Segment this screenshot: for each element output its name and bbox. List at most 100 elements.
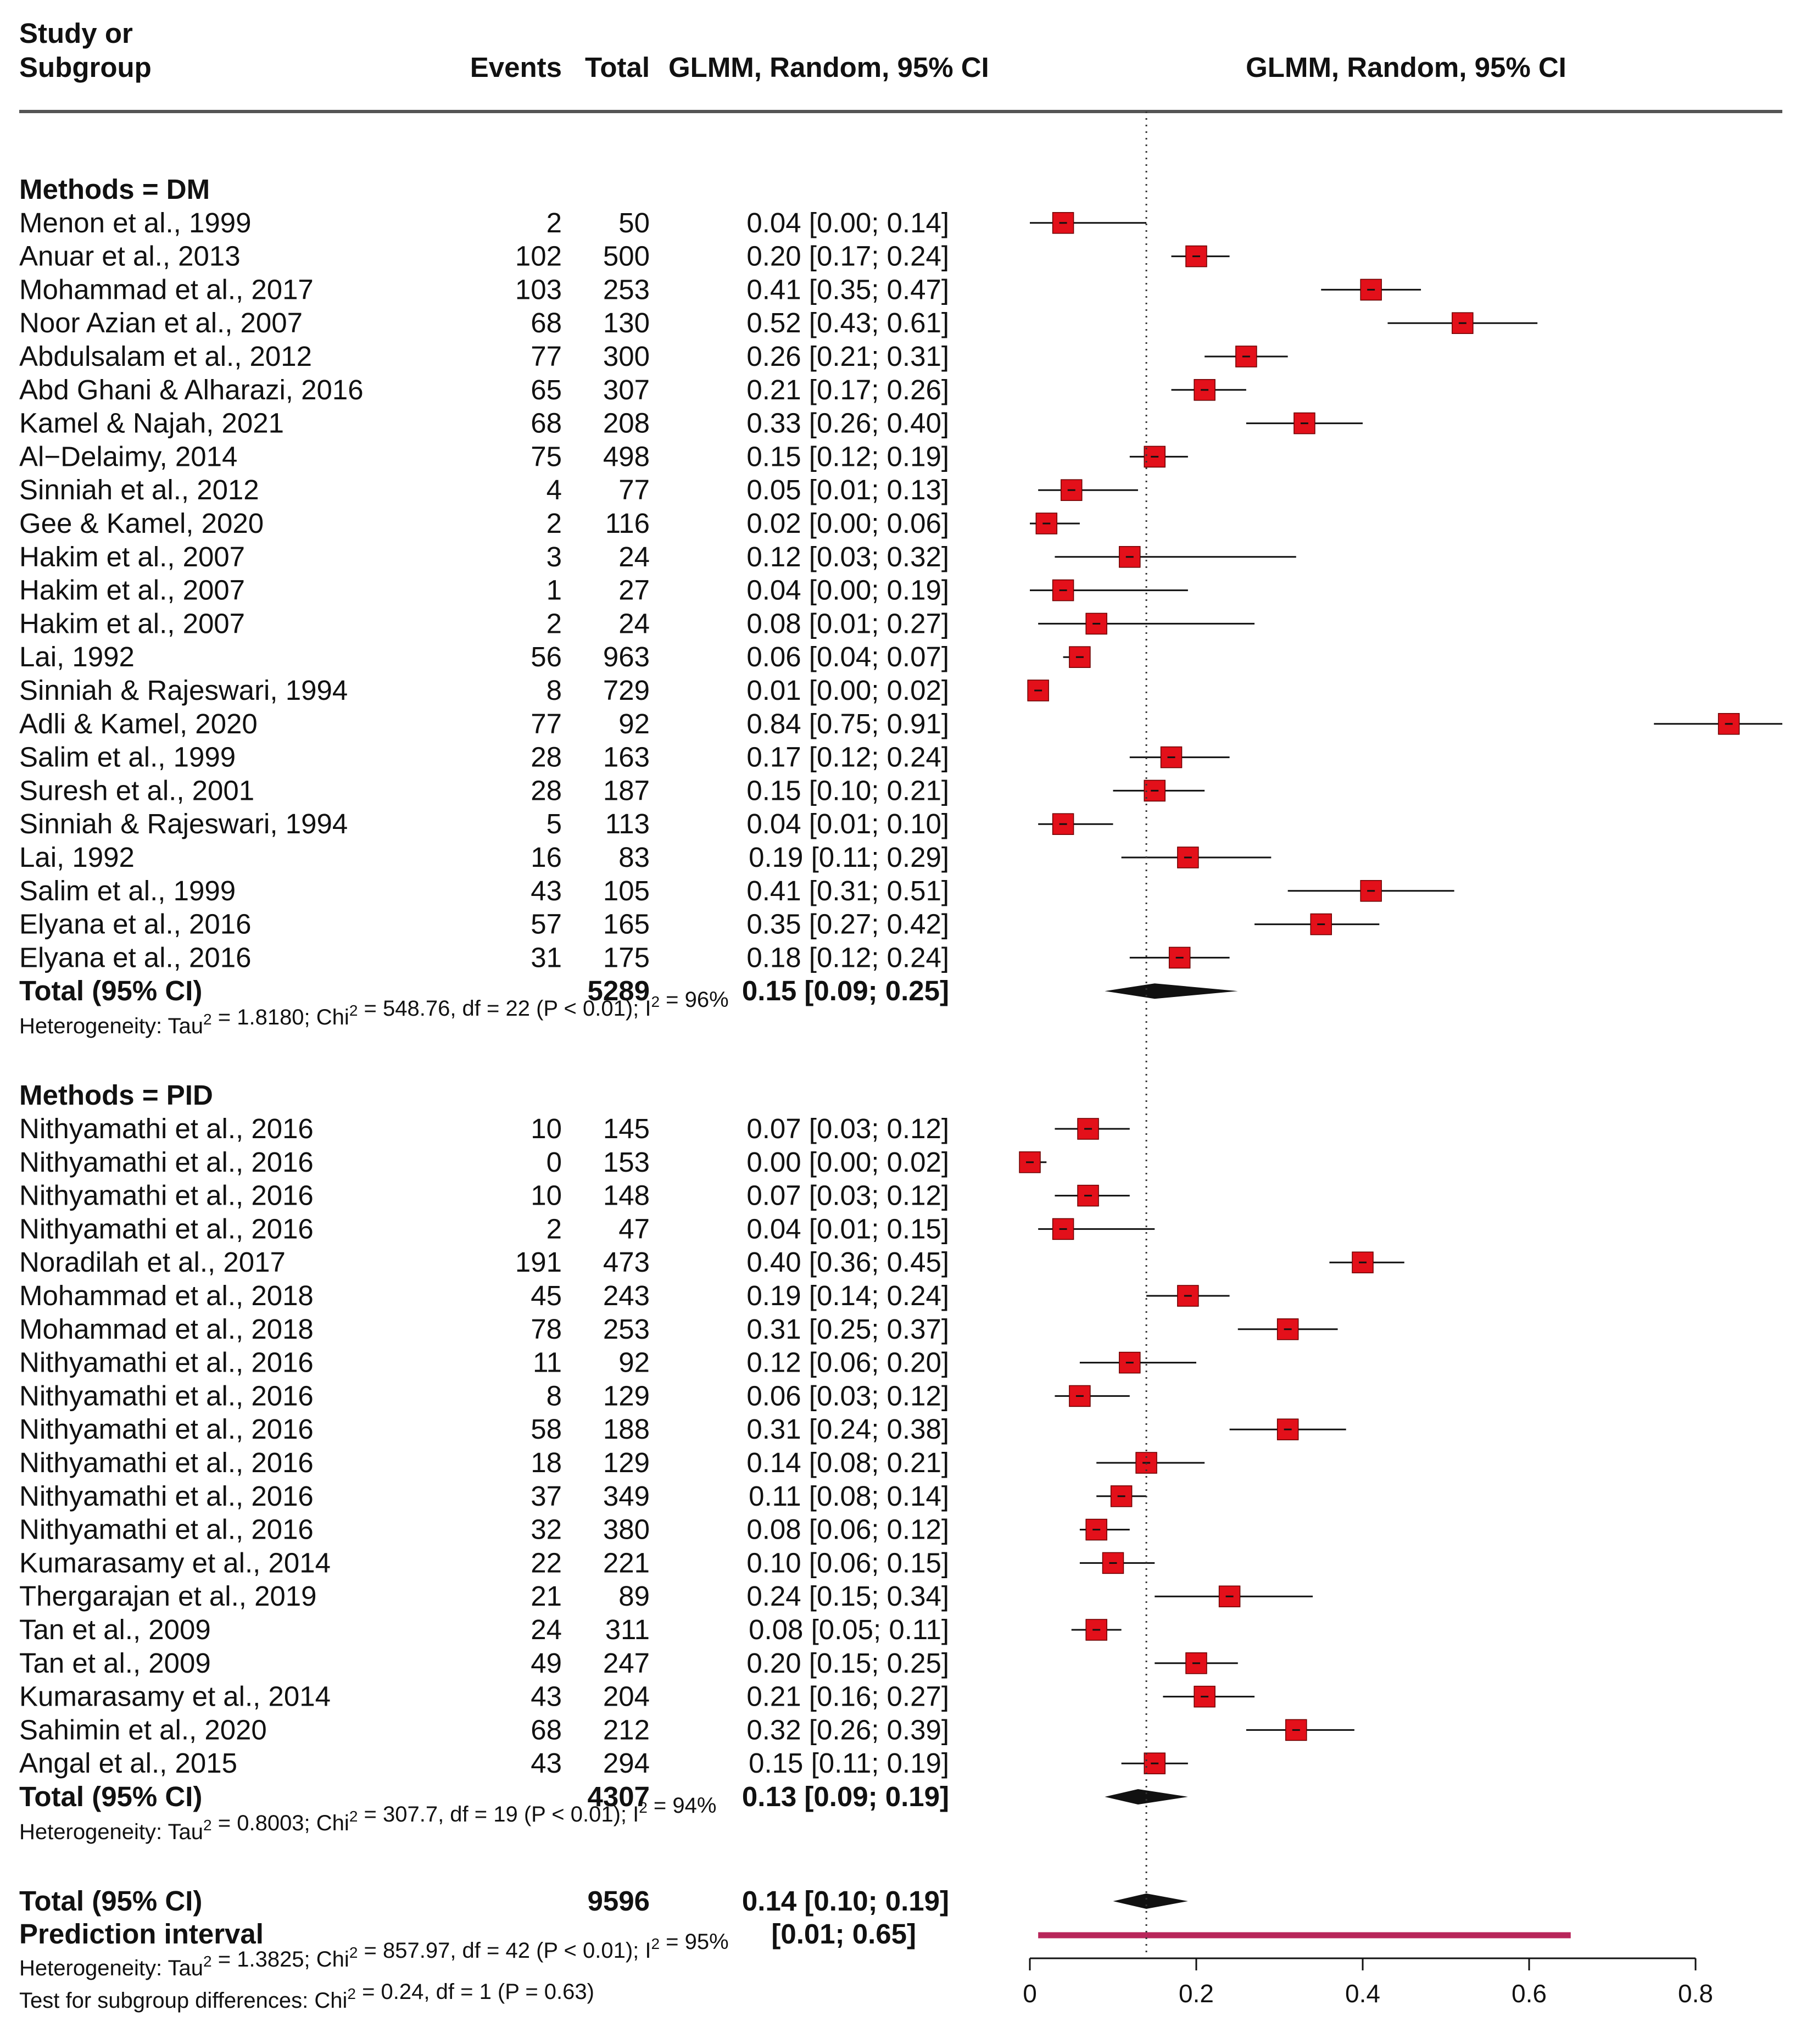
ci-value: 0.17 [0.12; 0.24] bbox=[746, 742, 949, 773]
subgroup-title: Methods = PID bbox=[19, 1079, 213, 1111]
header-plot-column: GLMM, Random, 95% CI bbox=[1246, 52, 1566, 83]
ci-value: 0.26 [0.21; 0.31] bbox=[746, 341, 949, 372]
study-name: Anuar et al., 2013 bbox=[19, 241, 241, 272]
study-name: Sinniah & Rajeswari, 1994 bbox=[19, 675, 348, 706]
events-value: 191 bbox=[515, 1246, 562, 1278]
study-name: Sinniah et al., 2012 bbox=[19, 474, 259, 505]
events-value: 58 bbox=[531, 1413, 562, 1445]
total-value: 247 bbox=[603, 1647, 650, 1679]
table-row: Elyana et al., 2016 31 175 0.18 [0.12; 0.24… bbox=[19, 942, 949, 973]
table-row: Mohammad et al., 2018 78 253 0.31 [0.25; 0.… bbox=[19, 1313, 949, 1345]
events-value: 22 bbox=[531, 1547, 562, 1578]
events-value: 10 bbox=[531, 1113, 562, 1144]
study-name: Elyana et al., 2016 bbox=[19, 942, 251, 973]
table-row: Abdulsalam et al., 2012 77 300 0.26 [0.21; … bbox=[19, 341, 949, 372]
table-row: Sinniah et al., 2012 4 77 0.05 [0.01; 0.13] bbox=[19, 474, 949, 505]
ci-value: 0.41 [0.31; 0.51] bbox=[746, 875, 949, 906]
table-row: Adli & Kamel, 2020 77 92 0.84 [0.75; 0.91] bbox=[19, 708, 949, 739]
total-value: 963 bbox=[603, 641, 650, 672]
ci-value: 0.06 [0.03; 0.12] bbox=[746, 1380, 949, 1411]
subgroup-total-n: 5289 bbox=[588, 975, 650, 1006]
study-name: Noradilah et al., 2017 bbox=[19, 1246, 286, 1278]
total-value: 24 bbox=[618, 608, 650, 639]
study-name: Nithyamathi et al., 2016 bbox=[19, 1514, 314, 1545]
study-name: Lai, 1992 bbox=[19, 641, 135, 672]
ci-value: 0.24 [0.15; 0.34] bbox=[746, 1580, 949, 1612]
study-name: Nithyamathi et al., 2016 bbox=[19, 1180, 314, 1211]
study-name: Adli & Kamel, 2020 bbox=[19, 708, 258, 739]
table-row: Lai, 1992 56 963 0.06 [0.04; 0.07] bbox=[19, 641, 949, 672]
study-estimate-square bbox=[1061, 479, 1083, 501]
study-name: Nithyamathi et al., 2016 bbox=[19, 1447, 314, 1478]
study-name: Sinniah & Rajeswari, 1994 bbox=[19, 808, 348, 839]
table-row: Kumarasamy et al., 2014 43 204 0.21 [0.16; … bbox=[19, 1681, 949, 1712]
total-value: 498 bbox=[603, 441, 650, 472]
ci-value: 0.32 [0.26; 0.39] bbox=[746, 1714, 949, 1745]
study-name: Lai, 1992 bbox=[19, 842, 135, 873]
subgroup-diamond bbox=[1105, 983, 1238, 999]
table-row: Nithyamathi et al., 2016 10 145 0.07 [0.03;… bbox=[19, 1113, 949, 1144]
ci-value: 0.08 [0.05; 0.11] bbox=[749, 1614, 949, 1645]
total-value: 187 bbox=[603, 775, 650, 806]
study-estimate-square bbox=[1360, 880, 1382, 902]
subgroup-difference-test: Test for subgroup differences: Chi2 = 0.… bbox=[19, 1980, 594, 2013]
study-estimate-square bbox=[1276, 1418, 1299, 1440]
events-value: 18 bbox=[531, 1447, 562, 1478]
x-axis-tick-label: 0.8 bbox=[1678, 1979, 1713, 2008]
study-name: Hakim et al., 2007 bbox=[19, 608, 245, 639]
events-value: 2 bbox=[547, 1213, 562, 1244]
total-value: 145 bbox=[603, 1113, 650, 1144]
total-value: 500 bbox=[603, 241, 650, 272]
table-row: Salim et al., 1999 28 163 0.17 [0.12; 0.24] bbox=[19, 742, 949, 773]
table-row: Hakim et al., 2007 3 24 0.12 [0.03; 0.32] bbox=[19, 541, 949, 572]
overall-heterogeneity-text: Heterogeneity: Tau2 = 1.3825; Chi2 = 857… bbox=[19, 1930, 729, 1980]
study-name: Suresh et al., 2001 bbox=[19, 775, 254, 806]
study-name: Abdulsalam et al., 2012 bbox=[19, 341, 312, 372]
subgroup-total-n: 4307 bbox=[588, 1781, 650, 1812]
ci-value: 0.04 [0.00; 0.19] bbox=[746, 575, 949, 606]
ci-value: 0.15 [0.11; 0.19] bbox=[749, 1747, 949, 1779]
events-value: 8 bbox=[547, 675, 562, 706]
study-name: Tan et al., 2009 bbox=[19, 1647, 211, 1679]
header-total: Total bbox=[585, 52, 650, 83]
total-value: 253 bbox=[603, 1313, 650, 1345]
study-name: Angal et al., 2015 bbox=[19, 1747, 237, 1779]
prediction-interval-label: Prediction interval bbox=[19, 1918, 264, 1950]
events-value: 43 bbox=[531, 875, 562, 906]
table-row: Nithyamathi et al., 2016 0 153 0.00 [0.00; … bbox=[19, 1146, 949, 1178]
table-row: Sinniah & Rajeswari, 1994 8 729 0.01 [0.00;… bbox=[19, 675, 949, 706]
table-row: Tan et al., 2009 49 247 0.20 [0.15; 0.25] bbox=[19, 1647, 949, 1679]
table-row: Al−Delaimy, 2014 75 498 0.15 [0.12; 0.19] bbox=[19, 441, 949, 472]
events-value: 0 bbox=[547, 1146, 562, 1178]
table-row: Sinniah & Rajeswari, 1994 5 113 0.04 [0.01;… bbox=[19, 808, 949, 839]
x-axis-tick-label: 0.4 bbox=[1345, 1979, 1380, 2008]
events-value: 24 bbox=[531, 1614, 562, 1645]
ci-value: 0.18 [0.12; 0.24] bbox=[746, 942, 949, 973]
x-axis-tick-label: 0.6 bbox=[1512, 1979, 1547, 2008]
events-value: 32 bbox=[531, 1514, 562, 1545]
events-value: 45 bbox=[531, 1280, 562, 1311]
total-value: 294 bbox=[603, 1747, 650, 1779]
total-value: 163 bbox=[603, 742, 650, 773]
table-row: Sahimin et al., 2020 68 212 0.32 [0.26; 0.3… bbox=[19, 1714, 949, 1745]
ci-value: 0.15 [0.12; 0.19] bbox=[746, 441, 949, 472]
events-value: 78 bbox=[531, 1313, 562, 1345]
total-value: 473 bbox=[603, 1246, 650, 1278]
ci-value: 0.31 [0.24; 0.38] bbox=[746, 1413, 949, 1445]
study-estimate-square bbox=[1718, 713, 1740, 735]
table-row: Nithyamathi et al., 2016 10 148 0.07 [0.03;… bbox=[19, 1180, 949, 1211]
ci-value: 0.33 [0.26; 0.40] bbox=[746, 408, 949, 439]
total-value: 212 bbox=[603, 1714, 650, 1745]
ci-value: 0.07 [0.03; 0.12] bbox=[746, 1113, 949, 1144]
total-value: 77 bbox=[618, 474, 650, 505]
ci-value: 0.04 [0.01; 0.10] bbox=[746, 808, 949, 839]
ci-value: 0.20 [0.17; 0.24] bbox=[746, 241, 949, 272]
heterogeneity-text: Heterogeneity: Tau2 = 0.8003; Chi2 = 307… bbox=[19, 1794, 716, 1844]
plot-marks bbox=[1019, 112, 1782, 1953]
ci-value: 0.19 [0.14; 0.24] bbox=[746, 1280, 949, 1311]
ci-value: 0.05 [0.01; 0.13] bbox=[746, 474, 949, 505]
events-value: 68 bbox=[531, 307, 562, 338]
total-value: 204 bbox=[603, 1681, 650, 1712]
ci-value: 0.21 [0.16; 0.27] bbox=[746, 1681, 949, 1712]
total-value: 50 bbox=[618, 207, 650, 238]
